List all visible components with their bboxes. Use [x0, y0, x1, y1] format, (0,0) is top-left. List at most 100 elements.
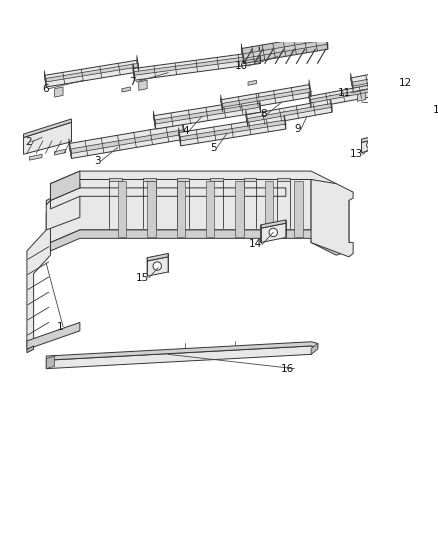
- Text: 16: 16: [281, 364, 294, 374]
- Polygon shape: [361, 134, 382, 142]
- Text: 14: 14: [249, 239, 262, 249]
- Text: 1: 1: [57, 321, 63, 332]
- Polygon shape: [177, 181, 185, 237]
- Polygon shape: [155, 103, 261, 124]
- Polygon shape: [118, 181, 126, 237]
- Circle shape: [269, 228, 277, 237]
- Polygon shape: [409, 60, 412, 80]
- Polygon shape: [311, 87, 378, 103]
- Polygon shape: [182, 119, 185, 139]
- Polygon shape: [29, 154, 42, 160]
- Polygon shape: [361, 138, 382, 152]
- Polygon shape: [309, 91, 311, 108]
- Polygon shape: [147, 181, 155, 237]
- Polygon shape: [147, 257, 168, 276]
- Polygon shape: [325, 29, 328, 49]
- Polygon shape: [294, 181, 303, 237]
- Polygon shape: [27, 346, 34, 353]
- Polygon shape: [376, 79, 378, 95]
- Text: 17: 17: [432, 104, 438, 115]
- Circle shape: [367, 142, 373, 148]
- Polygon shape: [46, 356, 55, 369]
- Text: 2: 2: [25, 136, 32, 147]
- Polygon shape: [139, 80, 147, 91]
- Polygon shape: [412, 80, 438, 97]
- Polygon shape: [50, 171, 336, 192]
- Polygon shape: [46, 184, 80, 205]
- Polygon shape: [411, 58, 438, 75]
- Polygon shape: [27, 192, 80, 348]
- Text: 12: 12: [399, 78, 412, 88]
- Polygon shape: [50, 180, 336, 243]
- Polygon shape: [180, 120, 286, 141]
- Polygon shape: [311, 180, 353, 257]
- Polygon shape: [409, 53, 438, 80]
- Polygon shape: [55, 149, 66, 155]
- Polygon shape: [351, 73, 353, 91]
- Text: 3: 3: [94, 156, 101, 166]
- Text: 10: 10: [235, 61, 248, 71]
- Polygon shape: [46, 346, 318, 369]
- Polygon shape: [246, 100, 332, 127]
- Text: 6: 6: [42, 84, 49, 94]
- Polygon shape: [244, 178, 256, 181]
- Polygon shape: [46, 63, 139, 82]
- Polygon shape: [24, 119, 71, 138]
- Polygon shape: [27, 322, 80, 349]
- Text: 7: 7: [130, 77, 136, 87]
- Polygon shape: [179, 116, 286, 146]
- Polygon shape: [330, 95, 332, 112]
- Text: 5: 5: [210, 142, 217, 152]
- Polygon shape: [284, 111, 286, 129]
- Polygon shape: [137, 55, 139, 72]
- Polygon shape: [24, 122, 71, 154]
- Polygon shape: [265, 181, 273, 237]
- Polygon shape: [261, 223, 286, 243]
- Polygon shape: [153, 99, 261, 129]
- Polygon shape: [241, 44, 244, 63]
- Polygon shape: [309, 84, 378, 108]
- Text: 11: 11: [338, 88, 351, 98]
- Polygon shape: [248, 80, 256, 85]
- Polygon shape: [46, 342, 318, 360]
- Text: 13: 13: [350, 149, 363, 159]
- Polygon shape: [241, 34, 328, 63]
- Polygon shape: [412, 49, 438, 65]
- Polygon shape: [134, 55, 261, 75]
- Polygon shape: [206, 181, 214, 237]
- Polygon shape: [44, 70, 46, 87]
- Polygon shape: [222, 88, 311, 107]
- Polygon shape: [311, 180, 349, 255]
- Polygon shape: [179, 127, 181, 146]
- Polygon shape: [122, 87, 131, 92]
- Polygon shape: [247, 103, 332, 122]
- Polygon shape: [50, 188, 286, 209]
- Polygon shape: [277, 178, 290, 181]
- Polygon shape: [243, 39, 328, 59]
- Polygon shape: [258, 94, 261, 112]
- Polygon shape: [71, 130, 185, 154]
- Polygon shape: [69, 139, 71, 158]
- Circle shape: [153, 262, 162, 270]
- Polygon shape: [50, 171, 80, 200]
- Text: 4: 4: [183, 126, 189, 136]
- Polygon shape: [351, 63, 429, 91]
- Polygon shape: [235, 181, 244, 237]
- Text: 15: 15: [136, 273, 149, 283]
- Polygon shape: [110, 178, 122, 181]
- Polygon shape: [309, 79, 311, 97]
- Polygon shape: [419, 91, 427, 96]
- Polygon shape: [153, 111, 155, 129]
- Polygon shape: [261, 220, 286, 228]
- Polygon shape: [46, 188, 80, 230]
- Polygon shape: [259, 47, 261, 63]
- Polygon shape: [357, 91, 366, 101]
- Polygon shape: [246, 110, 248, 127]
- Polygon shape: [311, 343, 318, 354]
- Polygon shape: [69, 124, 185, 158]
- Polygon shape: [133, 63, 134, 80]
- Polygon shape: [221, 95, 223, 112]
- Polygon shape: [55, 87, 63, 97]
- Text: 9: 9: [294, 124, 301, 134]
- Polygon shape: [44, 60, 139, 87]
